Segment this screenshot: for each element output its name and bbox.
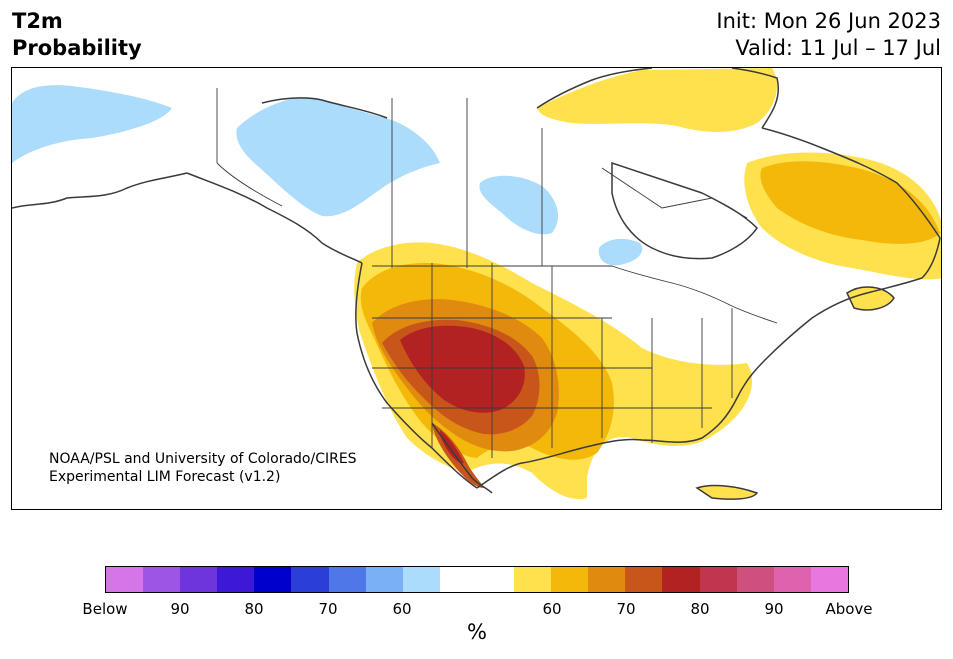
colorbar-cell xyxy=(736,567,774,592)
colorbar-cell xyxy=(217,567,255,592)
shade-baffin xyxy=(537,68,777,132)
colorbar-cell xyxy=(810,567,848,592)
colorbar-cell xyxy=(662,567,700,592)
colorbar-cell xyxy=(365,567,403,592)
colorbar-cell xyxy=(106,567,144,592)
colorbar-cell xyxy=(551,567,589,592)
colorbar-label-below-90: 90 xyxy=(170,600,190,618)
colorbar-cell xyxy=(439,567,477,592)
colorbar-label-below-60: 60 xyxy=(392,600,412,618)
colorbar-cell xyxy=(328,567,366,592)
shade-quebec-gold xyxy=(760,161,940,244)
borders xyxy=(216,88,778,458)
colorbar-cell xyxy=(699,567,737,592)
shade-nwt xyxy=(236,97,440,217)
coastlines xyxy=(12,68,941,500)
colorbar-cell xyxy=(588,567,626,592)
colorbar-cell xyxy=(180,567,218,592)
colorbar-label-above-80: 80 xyxy=(690,600,710,618)
shade-alaska xyxy=(12,85,172,163)
colorbar-label-above-90: 90 xyxy=(764,600,784,618)
forecast-dates: Init: Mon 26 Jun 2023 Valid: 11 Jul – 17… xyxy=(716,8,941,62)
colorbar-label-below: Below xyxy=(82,600,128,618)
colorbar-label-above-60: 60 xyxy=(542,600,562,618)
credit-line-2: Experimental LIM Forecast (v1.2) xyxy=(49,469,281,485)
colorbar-label-above: Above xyxy=(825,600,873,618)
colorbar-cell xyxy=(514,567,552,592)
colorbar-label-below-70: 70 xyxy=(318,600,338,618)
shade-minnesota xyxy=(598,238,643,266)
credit-text: NOAA/PSL and University of Colorado/CIRE… xyxy=(49,450,357,486)
colorbar-unit: % xyxy=(467,620,487,644)
colorbar-cell xyxy=(625,567,663,592)
colorbar xyxy=(105,566,849,593)
colorbar-cell xyxy=(291,567,329,592)
init-date: Init: Mon 26 Jun 2023 xyxy=(716,9,941,33)
shade-newfoundland xyxy=(847,286,894,310)
colorbar-cell xyxy=(143,567,181,592)
map-svg xyxy=(12,68,941,500)
map-title: T2m Probability xyxy=(12,8,142,62)
title-type: Probability xyxy=(12,36,142,60)
credit-line-1: NOAA/PSL and University of Colorado/CIRE… xyxy=(49,451,357,467)
colorbar-label-below-80: 80 xyxy=(244,600,264,618)
shade-saskatchewan xyxy=(479,175,559,235)
colorbar-cell xyxy=(402,567,440,592)
title-variable: T2m xyxy=(12,9,63,33)
forecast-map xyxy=(11,67,942,510)
colorbar-cell xyxy=(773,567,811,592)
colorbar-label-above-70: 70 xyxy=(616,600,636,618)
colorbar-cell xyxy=(254,567,292,592)
colorbar-cell xyxy=(476,567,515,592)
shade-us-red xyxy=(400,325,525,413)
shade-baja-red xyxy=(439,430,464,464)
valid-range: Valid: 11 Jul – 17 Jul xyxy=(735,36,941,60)
